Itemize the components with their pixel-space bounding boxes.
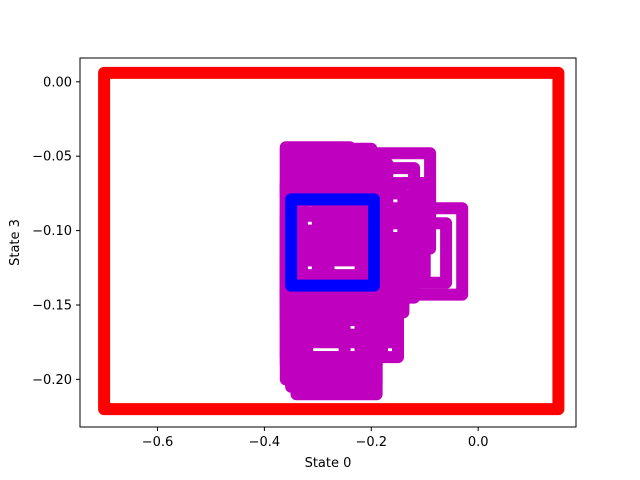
magenta-trajectory-20 xyxy=(301,299,383,390)
plot-marks xyxy=(98,66,565,416)
red-point-7 xyxy=(321,68,331,78)
red-point-6 xyxy=(305,68,315,78)
plot-frame xyxy=(79,57,577,428)
red-point-9 xyxy=(345,68,355,78)
red-point-1 xyxy=(139,68,149,78)
blue-trajectory-1 xyxy=(285,193,380,292)
x-axis-label: State 0 xyxy=(305,456,352,471)
red-point-2 xyxy=(195,68,205,78)
x-tick-label: 0.0 xyxy=(468,435,489,450)
red-point-3 xyxy=(233,68,243,78)
y-tick-label: −0.05 xyxy=(32,150,72,165)
magenta-trajectory-14 xyxy=(311,202,469,301)
x-tick-label: −0.2 xyxy=(356,435,388,450)
series-red xyxy=(98,66,565,416)
red-point-4 xyxy=(262,68,272,78)
series-blue xyxy=(285,193,380,292)
magenta-trajectory-15 xyxy=(322,217,453,289)
magenta-trajectory-22 xyxy=(290,321,351,371)
y-tick-label: 0.00 xyxy=(43,75,72,90)
x-tick-label: −0.6 xyxy=(142,435,174,450)
y-axis: 0.00 −0.05 −0.10 −0.15 −0.20 xyxy=(32,75,80,388)
red-point-11 xyxy=(364,68,374,78)
red-point-5 xyxy=(286,68,296,78)
red-point-8 xyxy=(334,68,344,78)
y-tick-label: −0.20 xyxy=(32,373,72,388)
y-tick-label: −0.15 xyxy=(32,298,72,313)
y-axis-label: State 3 xyxy=(8,219,23,266)
x-axis: −0.6 −0.4 −0.2 0.0 xyxy=(142,427,489,450)
red-point-20 xyxy=(415,68,425,78)
y-tick-label: −0.10 xyxy=(32,224,72,239)
red-point-13 xyxy=(378,68,388,78)
red-point-10 xyxy=(356,68,366,78)
red-point-12 xyxy=(372,68,382,78)
x-tick-label: −0.4 xyxy=(249,435,281,450)
